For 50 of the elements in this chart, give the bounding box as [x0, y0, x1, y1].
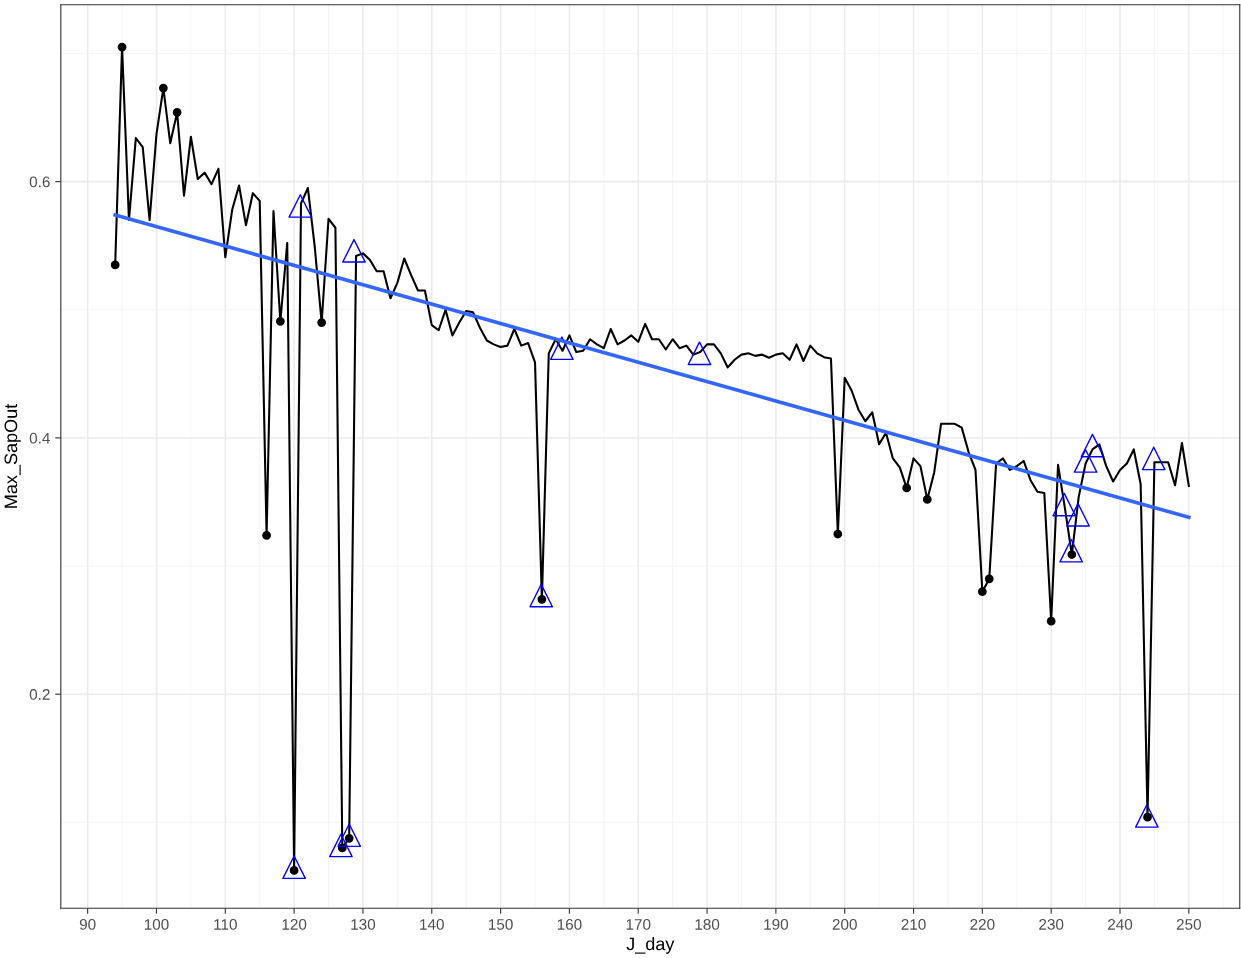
point [549, 336, 574, 361]
point [1134, 804, 1159, 828]
y-tick-label: 0.2 [29, 689, 50, 700]
point [329, 833, 353, 858]
point [172, 108, 182, 117]
point [262, 530, 271, 540]
point [1080, 433, 1105, 458]
x-tick-label: 140 [420, 919, 444, 930]
x-tick-label: 160 [557, 919, 582, 930]
x-tick-label: 180 [695, 919, 720, 930]
point [902, 483, 912, 493]
point [833, 529, 843, 539]
point [1046, 616, 1056, 626]
x-tick-label: 210 [901, 919, 926, 930]
x-tick-label: 150 [489, 919, 513, 930]
point [317, 318, 327, 327]
x-tick-label: 250 [1176, 919, 1201, 930]
point [1052, 492, 1077, 517]
point [288, 194, 313, 218]
x-axis-title: J_day [626, 937, 675, 954]
x-tick-label: 240 [1108, 919, 1133, 930]
x-tick-label: 220 [970, 919, 995, 930]
point [117, 42, 127, 52]
x-tick-label: 120 [282, 919, 307, 930]
point [977, 587, 987, 597]
x-tick-label: 200 [832, 919, 857, 930]
point [110, 260, 120, 270]
x-tick-label: 100 [144, 919, 169, 930]
point [1141, 446, 1166, 471]
point [337, 823, 362, 848]
point [984, 574, 994, 584]
x-tick-label: 130 [351, 919, 376, 930]
x-tick-label: 190 [764, 919, 789, 930]
point [275, 316, 285, 326]
point [342, 238, 366, 263]
y-tick-label: 0.6 [29, 176, 50, 188]
y-tick-label: 0.4 [29, 432, 50, 444]
point [687, 341, 712, 366]
point [1073, 449, 1098, 473]
point [158, 83, 168, 93]
point [922, 495, 932, 504]
x-tick-label: 110 [214, 919, 237, 930]
point [282, 855, 307, 880]
point [1059, 538, 1084, 563]
x-tick-label: 230 [1039, 919, 1064, 930]
x-tick-label: 90 [79, 919, 96, 930]
point [529, 583, 554, 608]
y-axis-title: Max_SapOut [4, 403, 21, 508]
point [1066, 502, 1090, 527]
x-tick-label: 170 [626, 919, 651, 930]
